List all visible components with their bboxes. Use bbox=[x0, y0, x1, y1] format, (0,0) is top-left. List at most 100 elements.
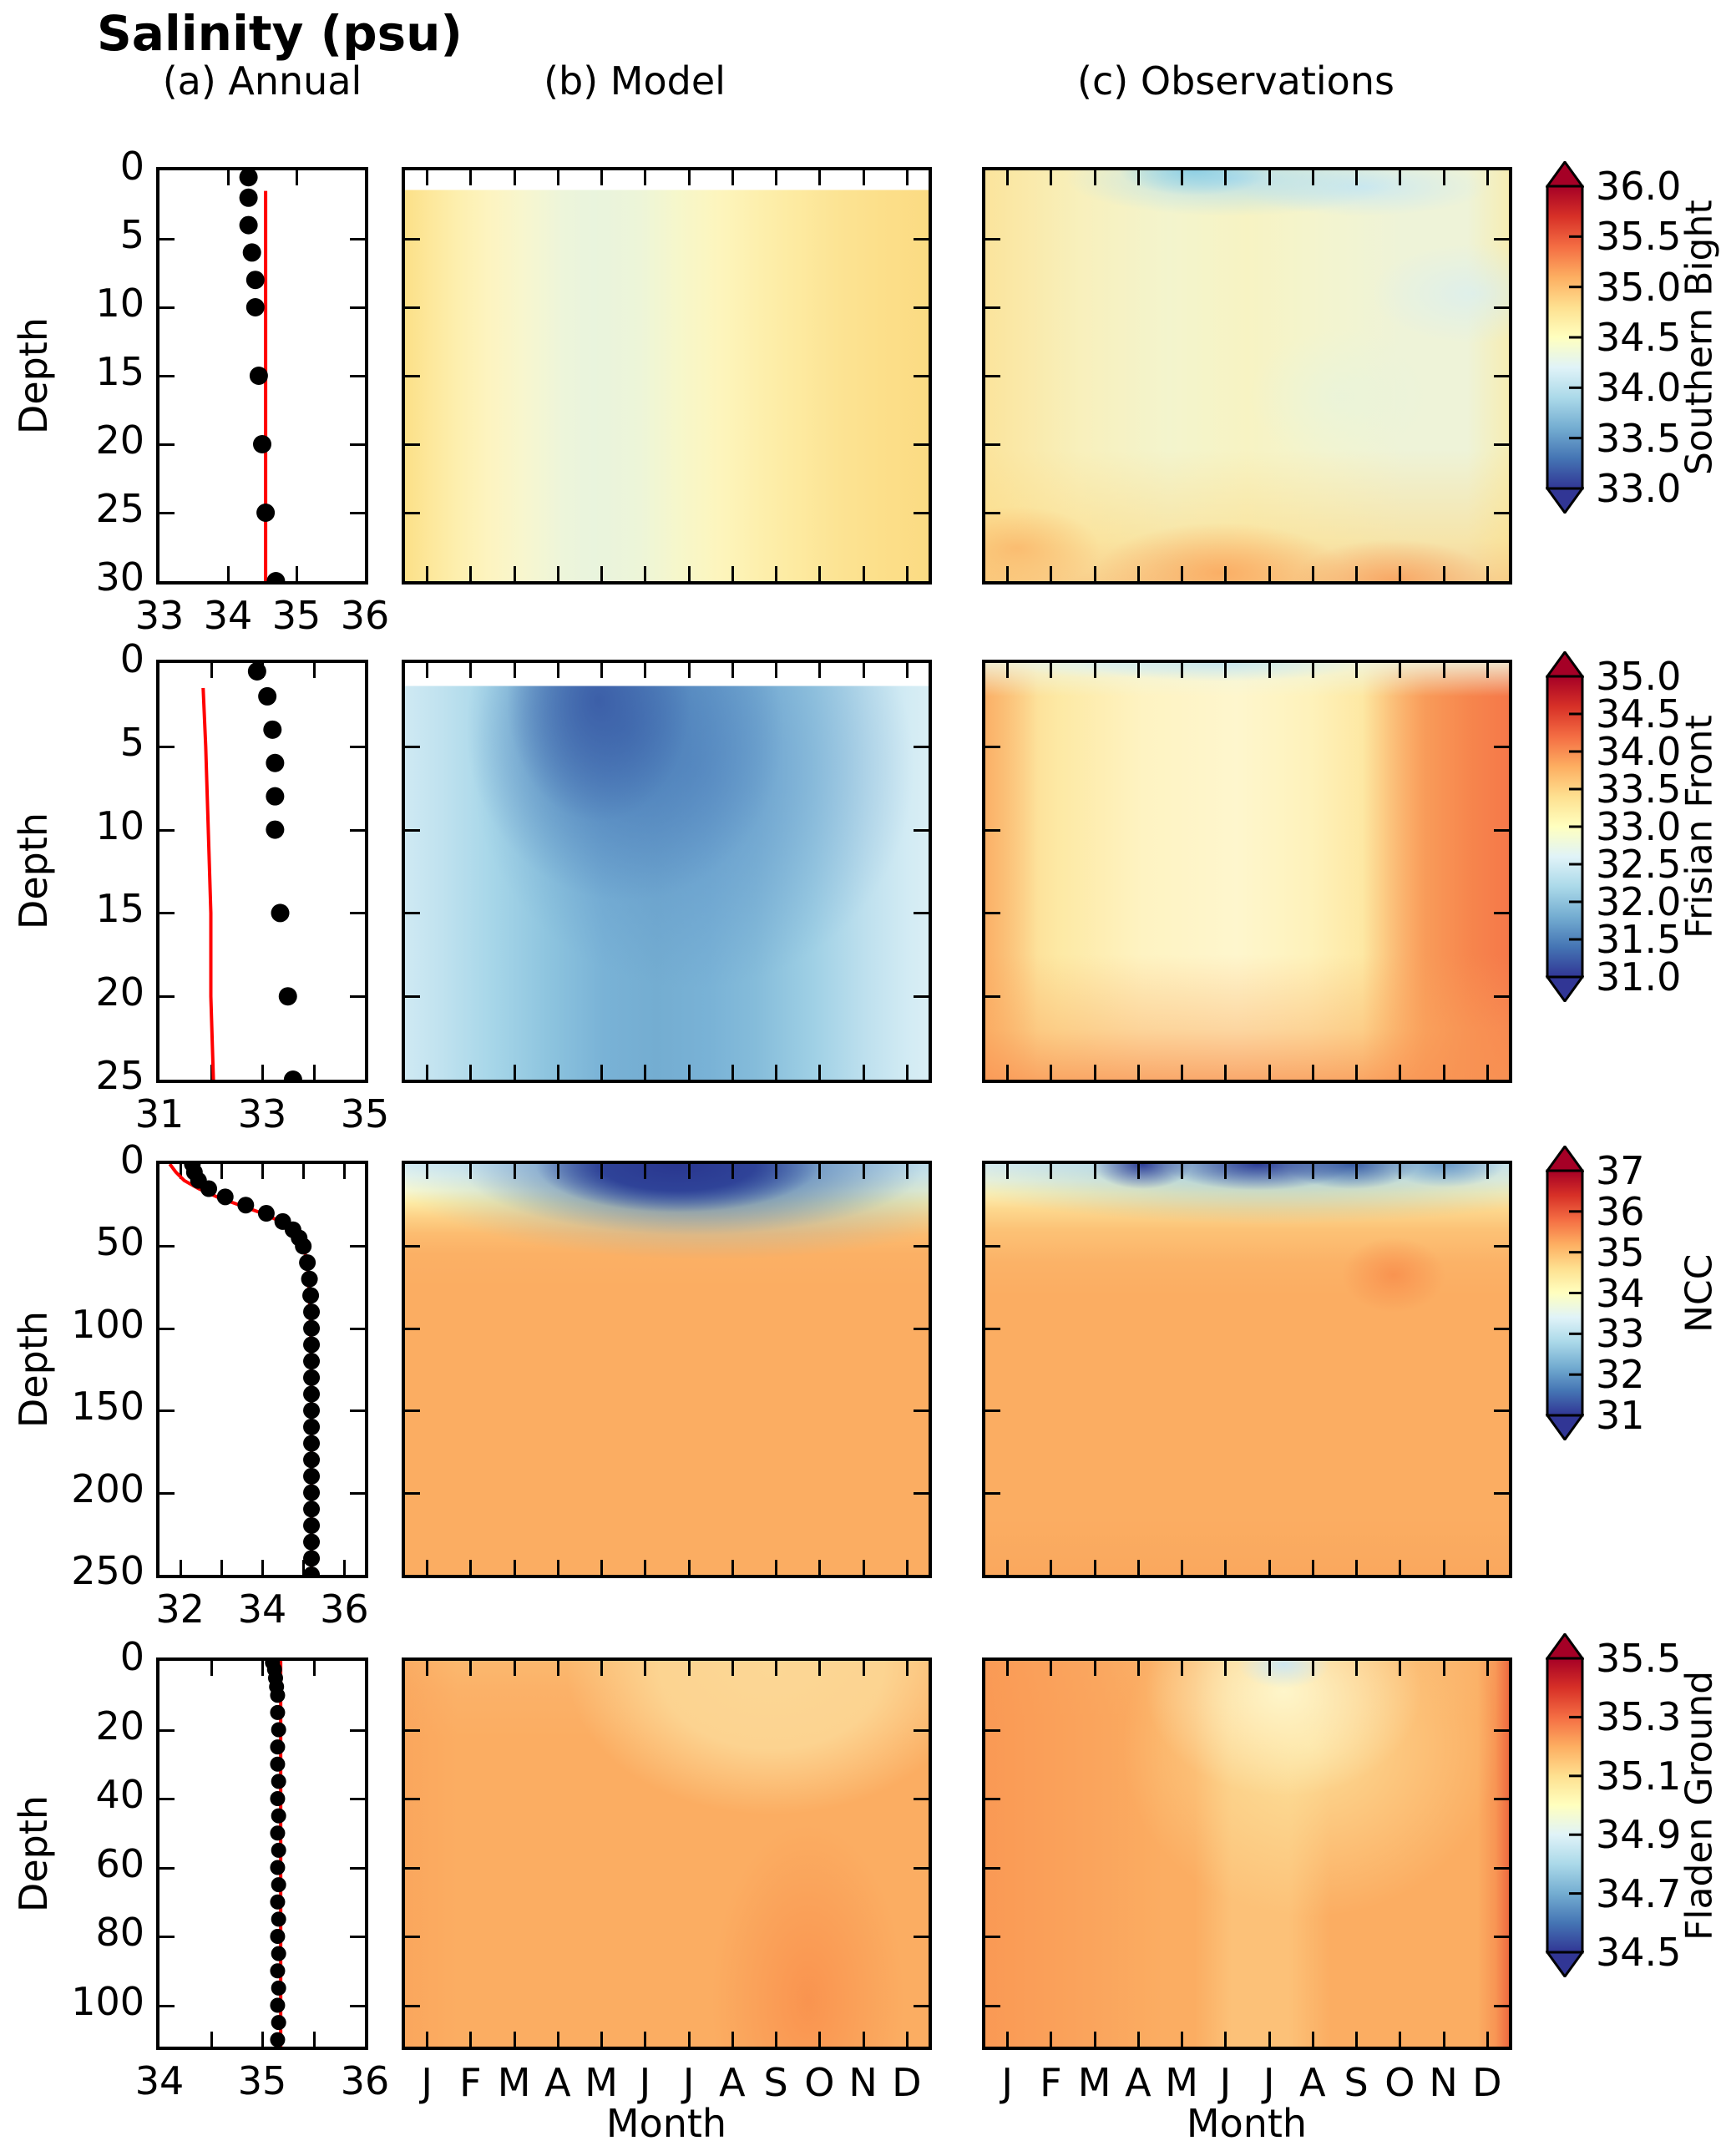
tick-mark bbox=[302, 1164, 306, 1179]
tick-mark bbox=[159, 828, 175, 832]
tick-mark bbox=[1494, 512, 1509, 514]
month-tick-label: J bbox=[1219, 2060, 1232, 2105]
observation-dot bbox=[271, 1774, 286, 1789]
month-axis-label: Month bbox=[605, 2101, 727, 2146]
tick-mark bbox=[1006, 1661, 1010, 1676]
observations-heatmap-frisian-front bbox=[982, 660, 1512, 1083]
tick-mark bbox=[469, 2032, 473, 2047]
observation-dot bbox=[303, 1516, 321, 1534]
month-tick-label: O bbox=[804, 2060, 835, 2105]
tick-mark bbox=[985, 443, 1000, 446]
depth-tick-label: 15 bbox=[95, 886, 144, 932]
tick-mark bbox=[600, 2032, 604, 2047]
depth-tick-label: 30 bbox=[95, 554, 144, 600]
tick-mark bbox=[1224, 2032, 1227, 2047]
colorbar-fladen-ground bbox=[1546, 1633, 1584, 1977]
observation-dot bbox=[270, 1704, 286, 1720]
tick-mark bbox=[862, 1164, 865, 1179]
tick-mark bbox=[261, 1065, 264, 1080]
tick-mark bbox=[295, 566, 298, 581]
tick-mark bbox=[775, 566, 778, 581]
colorbar-tick-label: 32 bbox=[1596, 1352, 1645, 1398]
tick-mark bbox=[1486, 1661, 1489, 1676]
observation-dot bbox=[266, 572, 286, 581]
colorbar-frisian-front bbox=[1546, 651, 1584, 1002]
tick-mark bbox=[914, 512, 929, 514]
tick-mark bbox=[1050, 1065, 1053, 1080]
colorbar-tick-label: 31.0 bbox=[1596, 954, 1682, 1000]
tick-mark bbox=[1136, 1661, 1140, 1676]
tick-mark bbox=[405, 1409, 420, 1413]
tick-mark bbox=[469, 663, 473, 678]
tick-mark bbox=[600, 1661, 604, 1676]
tick-mark bbox=[644, 1560, 647, 1575]
depth-tick-label: 25 bbox=[95, 486, 144, 531]
depth-tick-label: 0 bbox=[119, 636, 144, 681]
tick-mark bbox=[556, 1164, 559, 1179]
colorbar-tick-label: 34.5 bbox=[1596, 691, 1682, 736]
tick-mark bbox=[405, 1327, 420, 1330]
colorbar-tick-label: 34.5 bbox=[1596, 315, 1682, 360]
tick-mark bbox=[1486, 1065, 1489, 1080]
column-header-observations: (c) Observations bbox=[1077, 58, 1394, 104]
tick-mark bbox=[1494, 1245, 1509, 1248]
annual-profile-plot bbox=[159, 663, 302, 1080]
tick-mark bbox=[159, 2004, 175, 2007]
tick-mark bbox=[159, 995, 175, 999]
depth-tick-label: 20 bbox=[95, 969, 144, 1015]
tick-mark bbox=[731, 663, 734, 678]
tick-mark bbox=[1181, 566, 1184, 581]
colorbar-bottom-arrow bbox=[1546, 975, 1584, 1002]
observation-dot bbox=[270, 1791, 286, 1806]
depth-tick-label: 20 bbox=[95, 418, 144, 463]
tick-mark bbox=[312, 1661, 316, 1676]
observation-dot bbox=[271, 1911, 286, 1927]
observation-dot bbox=[266, 753, 285, 772]
tick-mark bbox=[1050, 1560, 1053, 1575]
tick-mark bbox=[1050, 663, 1053, 678]
tick-mark bbox=[905, 170, 909, 185]
colorbar-top-arrow bbox=[1546, 161, 1584, 188]
observation-dot bbox=[303, 1303, 321, 1321]
tick-mark bbox=[426, 1164, 429, 1179]
tick-mark bbox=[210, 1065, 213, 1080]
tick-mark bbox=[905, 566, 909, 581]
tick-mark bbox=[687, 1164, 691, 1179]
observation-dot bbox=[270, 1963, 286, 1979]
colorbar-tick-label: 35.5 bbox=[1596, 214, 1682, 260]
tick-mark bbox=[1442, 170, 1445, 185]
observation-dot bbox=[270, 1860, 286, 1875]
tick-mark bbox=[1355, 1560, 1359, 1575]
tick-mark bbox=[405, 375, 420, 377]
tick-mark bbox=[405, 443, 420, 446]
tick-mark bbox=[1268, 170, 1271, 185]
annual-profile-panel-fladen-ground bbox=[156, 1657, 368, 2050]
tick-mark bbox=[1268, 1065, 1271, 1080]
tick-mark bbox=[159, 1866, 175, 1870]
tick-mark bbox=[914, 745, 929, 748]
month-tick-label: S bbox=[1344, 2060, 1369, 2105]
region-label-ncc: NCC bbox=[1678, 1253, 1721, 1333]
tick-mark bbox=[159, 912, 175, 915]
observation-dot bbox=[303, 1418, 321, 1435]
observation-dot bbox=[270, 1997, 286, 2013]
tick-mark bbox=[985, 1728, 1000, 1732]
colorbar-tick-label: 32.5 bbox=[1596, 842, 1682, 887]
tick-mark bbox=[1093, 566, 1096, 581]
tick-mark bbox=[1442, 1661, 1445, 1676]
colorbar-tick-label: 33.0 bbox=[1596, 466, 1682, 511]
tick-mark bbox=[1486, 1164, 1489, 1179]
tick-mark bbox=[1006, 1164, 1010, 1179]
colorbar-tick-label: 34.0 bbox=[1596, 729, 1682, 774]
tick-mark bbox=[343, 1560, 347, 1575]
tick-mark bbox=[985, 1327, 1000, 1330]
tick-mark bbox=[426, 1661, 429, 1676]
tick-mark bbox=[469, 1164, 473, 1179]
annual-profile-plot bbox=[159, 1164, 321, 1575]
tick-mark bbox=[1355, 1164, 1359, 1179]
tick-mark bbox=[1093, 663, 1096, 678]
tick-mark bbox=[985, 2004, 1000, 2007]
tick-mark bbox=[1399, 2032, 1402, 2047]
tick-mark bbox=[1050, 2032, 1053, 2047]
tick-mark bbox=[1486, 2032, 1489, 2047]
